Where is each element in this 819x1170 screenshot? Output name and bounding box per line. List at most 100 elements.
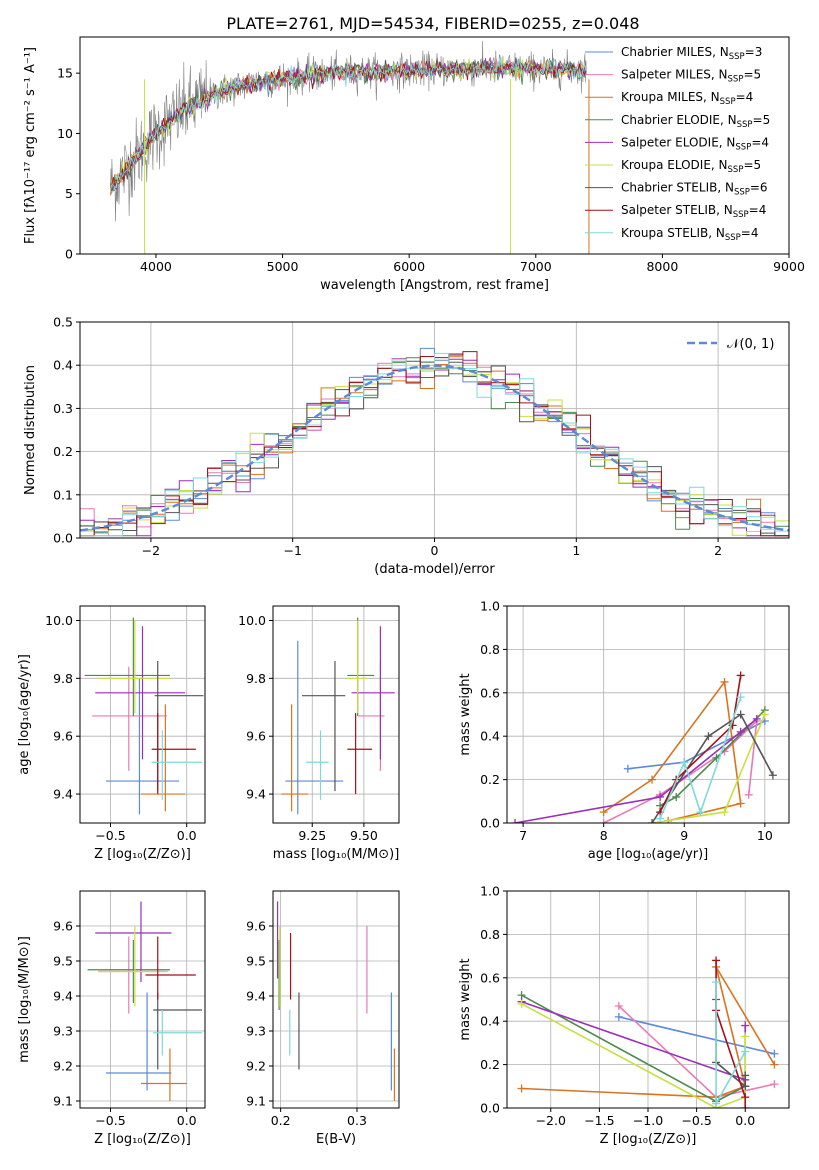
mass-weight-line: [659, 675, 742, 813]
y-tick-label: 0.4: [53, 358, 73, 373]
mass-vs-metallicity-chart: −0.5 0.0 9.1 9.2 9.3 9.4 9.5 9.6 Z [log₁₀(Z/Z⊙)]…: [17, 890, 206, 1147]
x-axis-label: Z [log₁₀(Z/Z⊙)]: [94, 847, 191, 862]
mass-weight-marker: [599, 808, 608, 817]
mass-weight-marker: [741, 1082, 750, 1091]
y-tick-label: 9.4: [246, 989, 266, 1004]
x-tick-label: 1: [572, 543, 580, 558]
y-tick-label: 0.8: [480, 642, 500, 657]
y-tick-label: 0.0: [53, 531, 73, 546]
normal-distribution-curve: [80, 364, 789, 532]
y-tick-label: 0.6: [480, 685, 500, 700]
mass-weight-marker: [517, 1084, 526, 1093]
mass-weight-marker: [623, 764, 632, 773]
mass-weight-marker: [696, 808, 705, 817]
y-tick-label: 5: [65, 186, 73, 201]
y-tick-label: 10: [57, 126, 73, 141]
y-tick-label: 0.2: [480, 1057, 500, 1072]
mass-weight-marker: [736, 693, 745, 702]
x-tick-label: −1.0: [633, 1113, 663, 1128]
legend-label: Chabrier ELODIE, NSSP=5: [621, 113, 770, 130]
mass-weight-marker: [614, 1002, 623, 1011]
x-tick-label: 8000: [646, 259, 678, 274]
x-tick-label: 0: [431, 543, 439, 558]
x-axis-label: (data-model)/error: [374, 562, 495, 577]
y-tick-label: 0.5: [53, 315, 73, 330]
x-tick-label: −1.5: [584, 1113, 614, 1128]
legend-label: Chabrier STELIB, NSSP=6: [621, 181, 768, 198]
mass-weight-marker: [720, 808, 729, 817]
x-tick-label: 2: [714, 543, 722, 558]
mass-weight-line: [521, 1003, 746, 1108]
mass-weight-marker: [614, 1012, 623, 1021]
legend-label: Kroupa MILES, NSSP=4: [621, 90, 753, 107]
plot-area: [507, 606, 789, 823]
x-axis-label: E(B-V): [316, 1132, 356, 1147]
plot-content: [511, 671, 777, 823]
mass-weight-line: [618, 1016, 775, 1055]
plot-area: [273, 891, 399, 1108]
x-tick-label: 0.2: [271, 1113, 291, 1128]
legend-label: Salpeter MILES, NSSP=5: [621, 68, 761, 85]
spectrum-chart: 4000 5000 6000 7000 8000 9000 0 5 10 15 wavelength…: [23, 36, 805, 293]
mass-weight-marker: [680, 758, 689, 767]
x-tick-label: −1: [283, 543, 301, 558]
mass-weight-marker: [770, 1049, 779, 1058]
plot-content: [87, 901, 202, 1101]
x-tick-label: 0.0: [177, 828, 197, 843]
mass-weight-marker: [770, 1080, 779, 1089]
mass-weight-marker: [648, 775, 657, 784]
plot-area: [80, 891, 205, 1108]
mass-weight-marker: [741, 1104, 750, 1108]
y-tick-label: 9.5: [53, 954, 73, 969]
x-tick-label: −0.5: [95, 828, 125, 843]
mass-weight-marker: [736, 710, 745, 719]
mass-weight-marker: [712, 1099, 721, 1108]
axes-frame: [506, 605, 790, 824]
legend-label: Kroupa STELIB, NSSP=4: [621, 226, 759, 243]
mass-weight-marker: [736, 727, 745, 736]
y-tick-label: 9.5: [246, 954, 266, 969]
plot-content: [110, 40, 590, 254]
axes-frame: [272, 605, 400, 824]
residual-histogram: [80, 352, 789, 537]
y-axis-label: Normed distribution: [23, 365, 38, 495]
y-axis-label: mass weight: [458, 958, 473, 1040]
y-axis-label: age [log₁₀(age/yr)]: [17, 654, 32, 775]
plot-content: [80, 347, 789, 537]
axes-frame: [79, 890, 206, 1109]
mass-weight-marker: [648, 819, 657, 823]
x-tick-label: −0.5: [95, 1113, 125, 1128]
mass-weight-marker: [672, 792, 681, 801]
mass-weight-marker: [741, 1047, 750, 1056]
legend-label: Chabrier MILES, NSSP=3: [621, 45, 762, 62]
x-tick-label: 9.25: [298, 828, 326, 843]
y-tick-label: 9.3: [246, 1024, 266, 1039]
y-tick-label: 0.2: [53, 444, 73, 459]
y-tick-label: 9.1: [53, 1094, 73, 1109]
mass-weight-marker: [768, 771, 777, 780]
mass-weight-marker: [741, 1093, 750, 1102]
mass-weight-marker: [760, 710, 769, 719]
y-axis-label: mass [log₁₀(M/M⊙)]: [17, 936, 32, 1063]
y-tick-label: 0.6: [480, 970, 500, 985]
y-tick-label: 9.2: [246, 1059, 266, 1074]
x-tick-label: 5000: [267, 259, 299, 274]
y-tick-label: 10.0: [45, 613, 73, 628]
age-vs-metallicity-chart: −0.5 0.0 9.4 9.6 9.8 10.0 Z [log₁₀(Z/Z⊙)] age […: [17, 605, 206, 862]
axes-frame: [79, 605, 206, 824]
x-tick-label: 10: [757, 828, 773, 843]
residual-histogram: [80, 360, 789, 537]
x-tick-label: 6000: [393, 259, 425, 274]
x-tick-label: 9.50: [350, 828, 378, 843]
y-axis-label: mass weight: [458, 673, 473, 755]
x-tick-label: 0.3: [347, 1113, 367, 1128]
y-tick-label: 9.6: [246, 729, 266, 744]
x-tick-label: −0.5: [681, 1113, 711, 1128]
y-tick-label: 9.6: [53, 919, 73, 934]
age-vs-mass-chart: 9.25 9.50 9.4 9.6 9.8 10.0 mass [log₁₀(M/M⊙)]: [238, 605, 400, 862]
legend-label: Salpeter STELIB, NSSP=4: [621, 203, 766, 220]
y-tick-label: 9.6: [246, 919, 266, 934]
y-tick-label: 15: [57, 66, 73, 81]
mass-weight-marker: [720, 677, 729, 686]
y-tick-label: 0: [65, 247, 73, 262]
